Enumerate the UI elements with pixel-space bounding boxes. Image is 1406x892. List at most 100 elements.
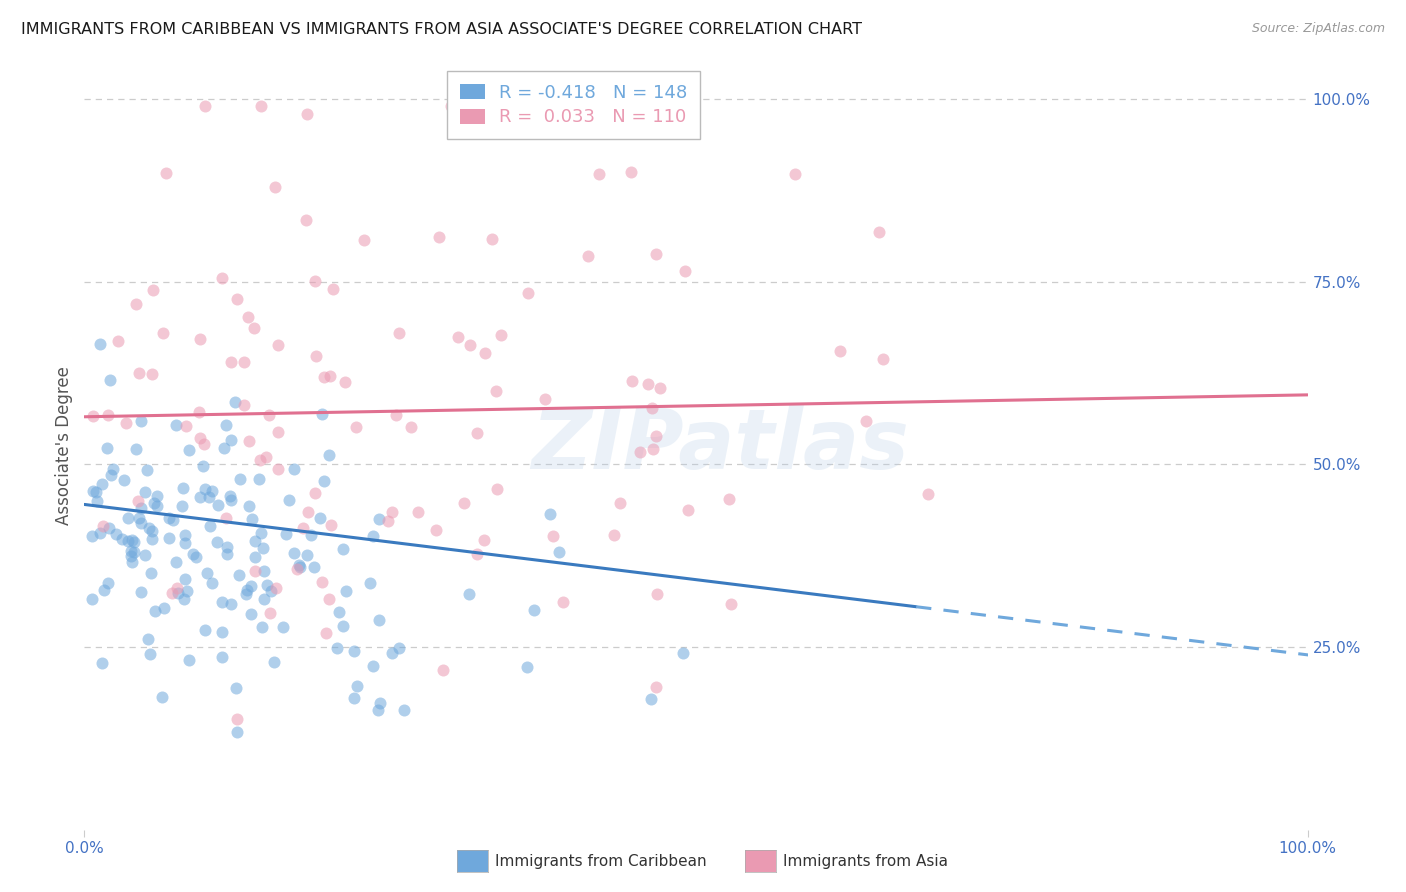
Point — [152, 326, 174, 340]
Point — [278, 493, 301, 508]
Point — [129, 500, 152, 515]
Point — [388, 641, 411, 656]
Point — [553, 594, 575, 608]
Point — [153, 600, 176, 615]
Point — [917, 487, 939, 501]
Y-axis label: Associate's Degree: Associate's Degree — [55, 367, 73, 525]
Point — [205, 534, 228, 549]
Point — [146, 489, 169, 503]
Point — [541, 529, 564, 543]
Point — [176, 583, 198, 598]
Point — [344, 419, 367, 434]
Point — [84, 485, 107, 500]
Point — [160, 586, 183, 600]
Point — [128, 510, 150, 524]
Point — [193, 459, 215, 474]
Point — [219, 493, 242, 508]
Point — [90, 656, 112, 670]
Point — [166, 581, 188, 595]
Point — [367, 703, 389, 717]
Point — [299, 528, 322, 542]
Point — [394, 703, 416, 717]
Point — [609, 495, 631, 509]
Point — [129, 414, 152, 428]
Point — [139, 647, 162, 661]
Point — [828, 343, 851, 358]
Point — [319, 368, 342, 383]
Point — [141, 524, 163, 539]
Point — [165, 555, 187, 569]
Point — [485, 384, 508, 398]
Point — [217, 547, 239, 561]
Point — [211, 594, 233, 608]
Text: Source: ZipAtlas.com: Source: ZipAtlas.com — [1251, 22, 1385, 36]
Point — [229, 472, 252, 486]
Point — [333, 375, 356, 389]
Point — [225, 725, 247, 739]
Point — [235, 587, 257, 601]
Point — [302, 559, 325, 574]
Point — [432, 663, 454, 677]
Point — [179, 653, 201, 667]
Point — [260, 583, 283, 598]
Point — [440, 99, 463, 113]
Point — [195, 566, 218, 581]
Point — [254, 450, 277, 464]
Point — [384, 408, 406, 422]
Point — [602, 528, 624, 542]
Point — [295, 213, 318, 227]
Point — [523, 603, 546, 617]
Point — [868, 225, 890, 239]
Point — [141, 532, 163, 546]
Point — [101, 462, 124, 476]
Point — [219, 489, 242, 503]
Point — [245, 549, 267, 564]
Point — [201, 575, 224, 590]
Point — [167, 586, 190, 600]
Point — [288, 558, 311, 573]
Point — [644, 247, 666, 261]
Point — [253, 591, 276, 606]
Point — [637, 376, 659, 391]
Point — [121, 556, 143, 570]
Point — [458, 338, 481, 352]
Point — [335, 584, 357, 599]
Point — [247, 472, 270, 486]
Point — [249, 452, 271, 467]
Point — [176, 418, 198, 433]
Point — [353, 234, 375, 248]
Point — [305, 349, 328, 363]
Point — [228, 568, 250, 582]
Point — [673, 264, 696, 278]
Point — [194, 624, 217, 638]
Point — [134, 548, 156, 562]
Text: IMMIGRANTS FROM CARIBBEAN VS IMMIGRANTS FROM ASIA ASSOCIATE'S DEGREE CORRELATION: IMMIGRANTS FROM CARIBBEAN VS IMMIGRANTS … — [21, 22, 862, 37]
Point — [127, 493, 149, 508]
Point — [472, 533, 495, 548]
Point — [225, 712, 247, 726]
Point — [295, 548, 318, 562]
Point — [82, 484, 104, 499]
Point — [224, 394, 246, 409]
Point — [146, 499, 169, 513]
Point — [226, 292, 249, 306]
Point — [256, 577, 278, 591]
Point — [240, 579, 263, 593]
Text: ZIPatlas: ZIPatlas — [531, 406, 910, 486]
Point — [645, 587, 668, 601]
Point — [117, 511, 139, 525]
Point — [89, 526, 111, 541]
Point — [174, 572, 197, 586]
Point — [628, 445, 651, 459]
Point — [211, 650, 233, 665]
Point — [285, 562, 308, 576]
Point — [368, 696, 391, 710]
Point — [297, 506, 319, 520]
Point — [548, 545, 571, 559]
Point — [142, 495, 165, 509]
Point — [321, 518, 343, 533]
Point — [143, 604, 166, 618]
Point — [201, 483, 224, 498]
Point — [311, 407, 333, 421]
Point — [346, 679, 368, 693]
